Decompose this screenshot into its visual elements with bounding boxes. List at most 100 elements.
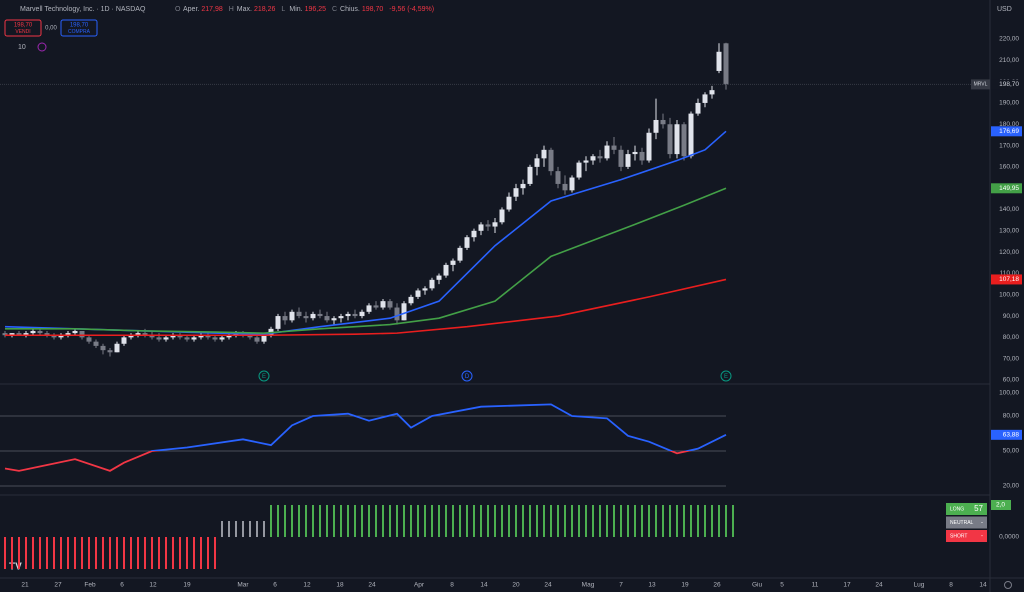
signal-bar [627,505,629,537]
candle-body [688,113,694,157]
candle-body [310,313,316,319]
signal-bar [102,537,104,569]
signal-bar [207,537,209,569]
candle-body [79,330,85,338]
candle-body [541,149,547,159]
moving-average [5,278,727,337]
candle-body [100,345,106,351]
price-tick-label: 100,00 [999,291,1019,298]
signal-bar [109,537,111,569]
x-tick-label: Apr [414,582,425,589]
signal-bar [368,505,370,537]
candle-body [338,316,344,319]
x-tick-label: Mag [582,582,595,589]
signal-bar [193,537,195,569]
signal-bar [543,505,545,537]
signal-bar [354,505,356,537]
x-tick-label: 8 [949,582,953,589]
signal-bar [172,537,174,569]
ohlc-name: Aper. [183,6,199,13]
candle-body [107,350,113,353]
signal-bar [697,505,699,537]
signal-bar [466,505,468,537]
x-tick-label: 19 [681,582,689,589]
x-tick-label: 19 [183,582,191,589]
x-tick-label: 6 [120,582,124,589]
candle-body [219,337,225,340]
signal-bar [123,537,125,569]
panel-value: - [981,534,983,540]
rsi-tick-label: 50,00 [1003,448,1020,455]
x-tick-label: 17 [843,582,851,589]
settings-icon[interactable] [1004,581,1012,589]
candle-body [478,224,484,231]
signal-bar [305,505,307,537]
ticker-tag-bg [971,79,990,90]
signal-bar [669,505,671,537]
signal-bar [165,537,167,569]
x-tick-label: 13 [648,582,656,589]
candle-body [289,311,295,321]
signal-bar [410,505,412,537]
candle-body [226,335,232,338]
price-tick-label: 220,00 [999,36,1019,43]
ma-price-tag-bg [991,274,1022,285]
candle-body [709,90,715,95]
candle-body [653,119,659,133]
last-price-tag-bg [991,79,1022,90]
signal-bar [158,537,160,569]
panel-value: 57 [974,504,983,513]
x-tick-label: 24 [875,582,883,589]
price-tick-label: 80,00 [1003,334,1020,341]
signal-bar [389,505,391,537]
ohlc-value: 198,70 [362,6,384,13]
candle-body [261,335,267,342]
signal-bar [501,505,503,537]
candle-body [583,160,589,163]
ohlc-key: H [229,6,234,13]
x-tick-label: 18 [336,582,344,589]
signal-bar [403,505,405,537]
signal-bar [564,505,566,537]
x-tick-label: 12 [149,582,157,589]
candle-body [37,330,43,334]
signal-bar [242,521,244,537]
signal-bar [732,505,734,537]
signal-bar [634,505,636,537]
signal-bar [333,505,335,537]
price-tick-label: 190,00 [999,100,1019,107]
candle-body [723,43,729,85]
price-tick-label: 210,00 [999,57,1019,64]
currency[interactable]: USD [997,6,1012,13]
candle-body [149,335,155,338]
signal-bar [641,505,643,537]
signal-bar [137,537,139,569]
signal-bar [424,505,426,537]
candle-body [716,51,722,71]
event-marker [461,370,473,382]
sell-button[interactable] [4,19,42,37]
rsi-line-below [4,451,692,472]
buy-button[interactable] [60,19,98,37]
indicator-icon[interactable] [37,42,47,52]
spread: 0,00 [45,26,57,32]
event-marker [258,370,270,382]
candle-body [128,335,134,338]
signal-bar [396,505,398,537]
price-tick-label: 120,00 [999,249,1019,256]
candle-body [457,247,463,261]
x-tick-label: 20 [512,582,520,589]
x-tick-label: 7 [619,582,623,589]
candle-body [58,335,64,338]
rsi-tick-label: 100,00 [999,389,1019,396]
candle-body [408,296,414,304]
signal-bar [578,505,580,537]
ma-price-tag: 107,18 [999,276,1019,283]
indicator-count[interactable]: 10 [18,44,26,51]
rsi-line-above [149,403,727,452]
candle-body [93,341,99,346]
candle-body [401,303,407,321]
candle-body [205,335,211,338]
ma-price-tag: 149,95 [999,185,1019,192]
candle-body [86,337,92,342]
